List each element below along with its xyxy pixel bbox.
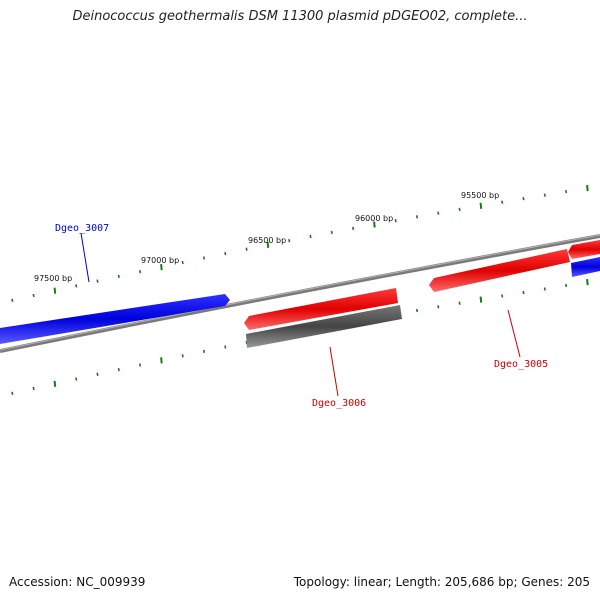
tick-label-95500: 95500 bp [461, 191, 499, 200]
outer-minor-tick [11, 298, 14, 302]
inner-minor-tick [11, 391, 14, 395]
leader-dgeo-3005 [507, 309, 521, 358]
outer-minor-tick [394, 218, 397, 223]
outer-minor-tick [458, 207, 461, 212]
gene-label-dgeo-3007: Dgeo_3007 [55, 223, 109, 234]
outer-major-tick [586, 185, 589, 192]
accession-text: Accession: NC_009939 [9, 575, 146, 589]
gene-partial-right-blue [571, 257, 600, 277]
tick-label-96000: 96000 bp [355, 214, 393, 223]
gene-label-dgeo-3006: Dgeo_3006 [312, 398, 366, 409]
leader-dgeo-3006 [329, 346, 339, 397]
genome-backbone-highlight [0, 234, 600, 351]
outer-tick-ring [11, 185, 589, 302]
gene-dgeo-3006[interactable] [244, 288, 398, 330]
tick-label-97000: 97000 bp [141, 256, 179, 265]
genome-backbone [0, 234, 600, 353]
inner-minor-tick [96, 372, 99, 376]
outer-minor-tick [288, 239, 291, 243]
outer-minor-tick [139, 270, 142, 274]
inner-minor-tick [501, 294, 504, 298]
outer-minor-tick [181, 260, 184, 265]
outer-minor-tick [501, 200, 504, 204]
inner-major-tick [53, 380, 57, 387]
topology-summary: Topology: linear; Length: 205,686 bp; Ge… [293, 575, 590, 589]
outer-minor-tick [543, 193, 546, 197]
outer-minor-tick [32, 293, 35, 298]
outer-major-tick [479, 202, 483, 209]
tick-label-97500: 97500 bp [34, 274, 72, 283]
inner-minor-tick [543, 287, 546, 291]
outer-minor-tick [565, 189, 568, 194]
inner-minor-tick [458, 301, 461, 305]
inner-minor-tick [565, 283, 568, 288]
inner-major-tick [586, 279, 589, 286]
outer-minor-tick [245, 247, 248, 251]
gene-dgeo-3005[interactable] [429, 249, 570, 292]
outer-major-tick [266, 241, 270, 248]
outer-minor-tick [437, 211, 440, 215]
gene-label-dgeo-3005: Dgeo_3005 [494, 359, 548, 370]
inner-major-tick [160, 357, 163, 364]
outer-major-tick [53, 287, 57, 294]
gene-dgeo-3007[interactable] [0, 294, 230, 344]
inner-minor-tick [202, 349, 206, 354]
inner-minor-tick [75, 377, 78, 381]
outer-minor-tick [75, 284, 78, 288]
map-title: Deinococcus geothermalis DSM 11300 plasm… [72, 9, 528, 24]
inner-minor-tick [32, 386, 35, 391]
inner-minor-tick [522, 290, 525, 295]
outer-minor-tick [352, 226, 355, 231]
inner-major-tick [479, 296, 483, 303]
inner-minor-tick [181, 354, 184, 358]
inner-minor-tick [415, 308, 419, 313]
outer-minor-tick [415, 215, 419, 219]
outer-minor-tick [522, 196, 525, 201]
gene-partial-right-red [568, 240, 600, 259]
outer-minor-tick [330, 230, 333, 235]
tick-label-96500: 96500 bp [248, 236, 286, 245]
outer-minor-tick [202, 256, 206, 260]
gene-dgeo-3006-shadow [246, 305, 402, 348]
outer-minor-tick [96, 279, 99, 283]
outer-major-tick [160, 264, 163, 271]
outer-minor-tick [309, 234, 312, 239]
inner-minor-tick [117, 367, 120, 372]
inner-minor-tick [139, 363, 142, 367]
outer-minor-tick [224, 251, 227, 256]
inner-minor-tick [437, 305, 440, 309]
outer-major-tick [373, 221, 376, 228]
inner-minor-tick [224, 345, 227, 349]
outer-minor-tick [117, 274, 120, 279]
leader-dgeo-3007 [80, 232, 90, 283]
